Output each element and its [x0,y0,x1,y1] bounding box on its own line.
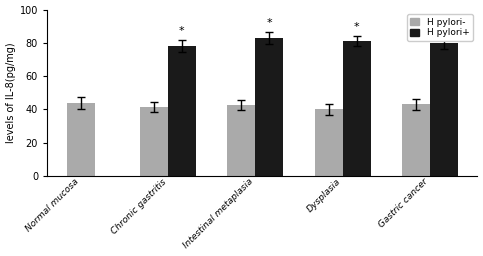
Bar [140,107,168,176]
Bar [256,38,283,176]
Y-axis label: levels of IL-8(pg/mg): levels of IL-8(pg/mg) [6,42,15,143]
Text: *: * [441,22,447,32]
Bar [315,109,342,176]
Bar [67,103,95,176]
Text: *: * [179,26,185,36]
Bar [168,46,196,176]
Legend: H pylori-, H pylori+: H pylori-, H pylori+ [407,14,473,41]
Bar [227,105,256,176]
Text: *: * [267,18,272,28]
Bar [402,104,430,176]
Text: *: * [354,22,359,32]
Bar [430,43,458,176]
Bar [342,41,370,176]
